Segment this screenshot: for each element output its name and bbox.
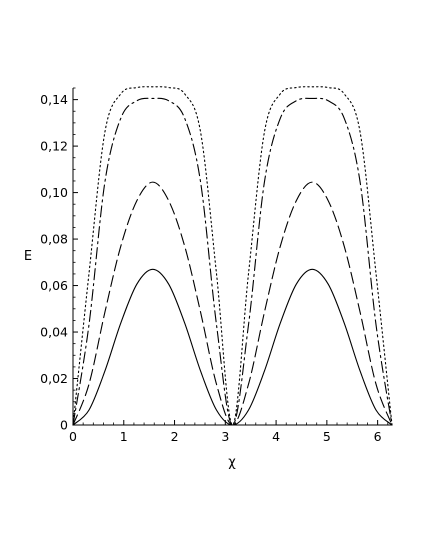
x-tick-label: 1 — [120, 429, 128, 444]
x-axis-label: χ — [228, 455, 236, 470]
y-tick-label: 0,08 — [40, 232, 68, 247]
y-tick-label: 0 — [60, 418, 68, 433]
y-tick-label: 0,14 — [40, 92, 68, 107]
series-line-4-dotted — [72, 86, 393, 426]
x-tick-label: 5 — [323, 429, 331, 444]
y-axis-label: E — [24, 249, 32, 264]
y-tick-label: 0,06 — [40, 278, 68, 293]
axes-layer — [72, 88, 392, 426]
series-line-1-solid — [72, 268, 393, 426]
x-tick-label: 0 — [69, 429, 77, 444]
y-tick-label: 0,02 — [40, 371, 68, 386]
x-tick-label: 3 — [221, 429, 229, 444]
y-tick-label: 0,12 — [40, 139, 68, 154]
x-tick-label: 4 — [272, 429, 280, 444]
y-tick-label: 0,10 — [40, 185, 68, 200]
series-line-3-dashdot — [72, 97, 393, 426]
x-tick-label: 6 — [374, 429, 382, 444]
curves-layer — [72, 86, 393, 426]
x-tick-label: 2 — [171, 429, 179, 444]
y-tick-label: 0,04 — [40, 325, 68, 340]
ticks-layer: 0 1 2 3 4 5 6 0 0,02 0,04 0,06 0,08 0,10 0,12 0,14 — [40, 87, 389, 444]
series-line-2-dashed — [72, 181, 393, 426]
